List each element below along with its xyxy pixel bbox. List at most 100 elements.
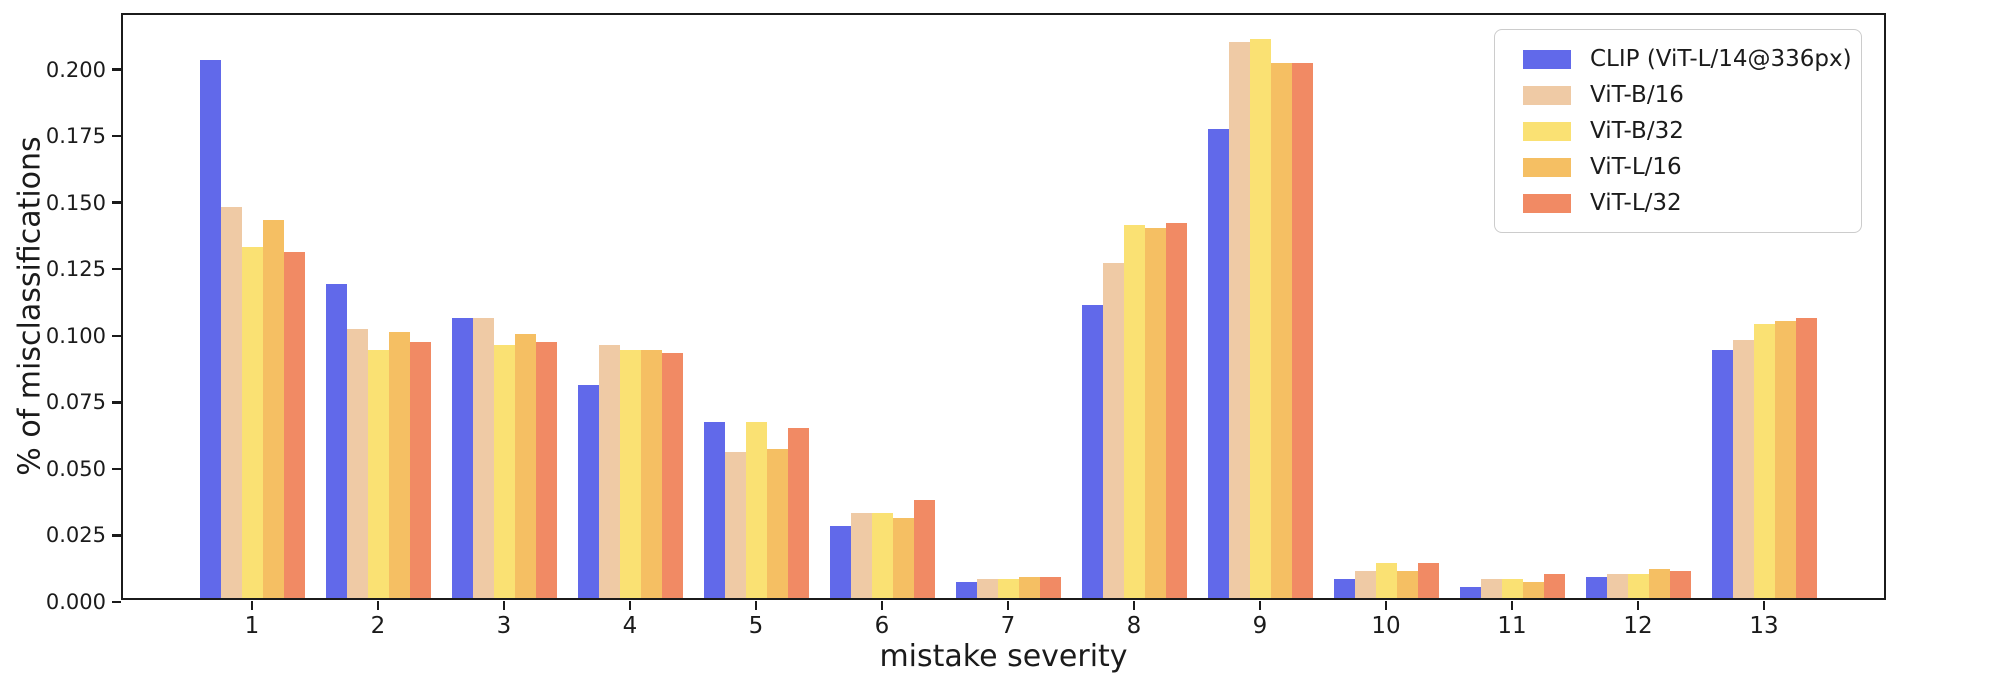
y-axis-tick xyxy=(111,401,121,404)
y-axis-tick xyxy=(111,134,121,138)
bar-vit-l-32-sev1 xyxy=(283,251,305,598)
bar-vit-l-32-sev9 xyxy=(1291,62,1313,598)
bar-vit-b-32-sev9 xyxy=(1249,38,1271,598)
bar-vit-b-16-sev9 xyxy=(1228,41,1250,598)
x-tick-label: 6 xyxy=(874,613,890,639)
x-axis-tick xyxy=(1762,600,1766,610)
bar-vit-l-16-sev4 xyxy=(640,350,662,598)
legend-entry: ViT-B/16 xyxy=(1509,78,1847,112)
y-axis-tick xyxy=(111,201,121,204)
bar-clip-vit-l-14-336px--sev4 xyxy=(577,385,599,598)
x-tick-label: 4 xyxy=(622,613,638,639)
bar-vit-b-32-sev8 xyxy=(1123,225,1145,598)
bar-vit-l-16-sev1 xyxy=(262,219,284,598)
legend-color-swatch xyxy=(1523,121,1571,141)
bar-vit-b-16-sev8 xyxy=(1102,262,1124,598)
x-axis-tick xyxy=(754,600,758,610)
bar-vit-l-16-sev3 xyxy=(514,334,536,598)
bar-clip-vit-l-14-336px--sev3 xyxy=(451,318,473,598)
x-axis-label: mistake severity xyxy=(879,639,1128,674)
bar-vit-b-32-sev5 xyxy=(745,422,767,598)
bar-vit-l-32-sev11 xyxy=(1543,574,1565,598)
x-tick-label: 9 xyxy=(1252,613,1268,639)
bar-vit-l-16-sev8 xyxy=(1144,227,1166,598)
x-axis-tick xyxy=(1258,600,1262,610)
bar-clip-vit-l-14-336px--sev5 xyxy=(703,422,725,598)
bar-vit-l-32-sev3 xyxy=(535,342,557,598)
bar-vit-l-16-sev5 xyxy=(766,448,788,598)
x-axis-tick xyxy=(502,600,506,610)
legend-label: CLIP (ViT-L/14@336px) xyxy=(1590,46,1852,72)
bar-vit-l-16-sev10 xyxy=(1396,571,1418,598)
x-tick-label: 5 xyxy=(748,613,764,639)
bar-vit-l-16-sev12 xyxy=(1648,568,1670,598)
x-tick-label: 1 xyxy=(244,613,260,639)
legend-color-swatch xyxy=(1523,85,1571,105)
x-axis-tick xyxy=(1510,600,1514,610)
bar-vit-b-16-sev2 xyxy=(346,329,368,598)
bar-vit-b-32-sev10 xyxy=(1375,563,1397,598)
x-axis-tick xyxy=(376,600,380,610)
y-axis-tick xyxy=(111,600,121,604)
x-tick-label: 8 xyxy=(1126,613,1142,639)
x-axis-tick xyxy=(1636,600,1640,610)
bar-vit-b-16-sev7 xyxy=(976,579,998,598)
bar-clip-vit-l-14-336px--sev13 xyxy=(1711,350,1733,598)
legend-entry: ViT-L/16 xyxy=(1509,150,1847,184)
bar-vit-b-32-sev4 xyxy=(619,350,641,598)
y-axis-tick xyxy=(111,68,121,71)
bar-vit-b-16-sev1 xyxy=(220,206,242,598)
bar-vit-b-16-sev11 xyxy=(1480,579,1502,598)
bar-vit-b-16-sev5 xyxy=(724,451,746,598)
x-axis-tick xyxy=(628,600,632,610)
bar-vit-b-16-sev4 xyxy=(598,345,620,598)
bar-clip-vit-l-14-336px--sev1 xyxy=(199,60,221,598)
legend-label: ViT-B/32 xyxy=(1590,118,1684,144)
legend-label: ViT-B/16 xyxy=(1590,82,1684,108)
bar-vit-b-16-sev13 xyxy=(1732,339,1754,598)
bar-vit-l-16-sev13 xyxy=(1774,321,1796,598)
bar-clip-vit-l-14-336px--sev7 xyxy=(955,582,977,598)
bar-vit-b-32-sev11 xyxy=(1501,579,1523,598)
bar-vit-b-16-sev12 xyxy=(1606,574,1628,598)
bar-clip-vit-l-14-336px--sev2 xyxy=(325,283,347,598)
legend-entry: ViT-B/32 xyxy=(1509,114,1847,148)
x-tick-label: 11 xyxy=(1497,613,1527,639)
legend-entry: CLIP (ViT-L/14@336px) xyxy=(1509,42,1852,76)
bar-vit-l-16-sev2 xyxy=(388,331,410,598)
y-tick-label: 0.075 xyxy=(45,390,106,415)
x-tick-label: 3 xyxy=(496,613,512,639)
bar-clip-vit-l-14-336px--sev11 xyxy=(1459,587,1481,598)
bar-vit-l-32-sev5 xyxy=(787,427,809,598)
y-tick-label: 0.200 xyxy=(45,57,106,82)
legend-color-swatch xyxy=(1523,157,1571,177)
bar-vit-b-32-sev12 xyxy=(1627,574,1649,598)
y-axis-tick xyxy=(111,267,121,271)
bar-vit-l-32-sev13 xyxy=(1795,318,1817,598)
y-axis-tick xyxy=(111,467,121,471)
legend: CLIP (ViT-L/14@336px) ViT-B/16 ViT-B/32 ViT… xyxy=(1494,29,1862,233)
bar-vit-b-32-sev6 xyxy=(871,512,893,598)
bar-vit-l-16-sev6 xyxy=(892,518,914,598)
x-axis-tick xyxy=(880,600,884,610)
bar-vit-b-32-sev2 xyxy=(367,350,389,598)
bar-vit-l-32-sev7 xyxy=(1039,576,1061,598)
x-tick-label: 2 xyxy=(370,613,386,639)
x-tick-label: 13 xyxy=(1749,613,1779,639)
y-axis-label: % of misclassifications xyxy=(12,136,48,476)
bar-vit-l-16-sev9 xyxy=(1270,62,1292,598)
y-tick-label: 0.050 xyxy=(45,456,106,481)
y-tick-label: 0.150 xyxy=(45,190,106,215)
legend-label: ViT-L/32 xyxy=(1590,190,1682,216)
y-tick-label: 0.175 xyxy=(45,124,106,149)
bar-vit-l-16-sev11 xyxy=(1522,582,1544,598)
bar-clip-vit-l-14-336px--sev10 xyxy=(1333,579,1355,598)
legend-color-swatch xyxy=(1523,49,1571,69)
x-tick-label: 10 xyxy=(1371,613,1401,639)
x-axis-tick xyxy=(1384,600,1388,610)
bar-vit-l-32-sev6 xyxy=(913,499,935,598)
legend-entry: ViT-L/32 xyxy=(1509,186,1847,220)
bar-vit-b-16-sev3 xyxy=(472,318,494,598)
bar-vit-l-32-sev4 xyxy=(661,353,683,598)
